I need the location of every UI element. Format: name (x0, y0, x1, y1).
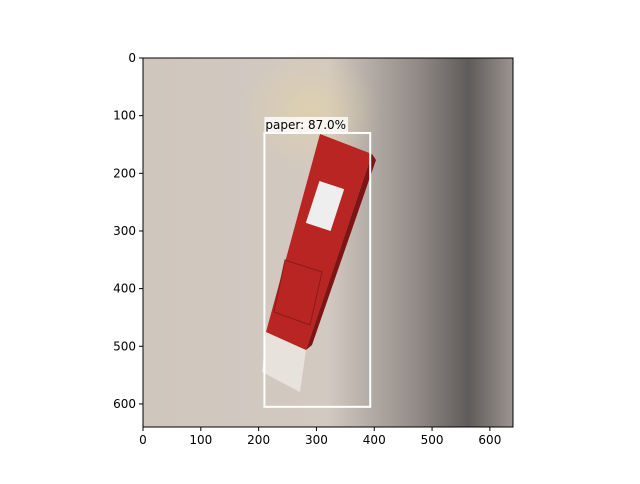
y-tick-label: 100 (113, 109, 136, 123)
x-tick-label: 600 (478, 433, 501, 447)
y-tick-label: 400 (113, 282, 136, 296)
label-background (264, 116, 349, 133)
y-tick-label: 200 (113, 166, 136, 180)
y-tick-label: 500 (113, 339, 136, 353)
x-tick-label: 100 (189, 433, 212, 447)
x-tick-label: 400 (363, 433, 386, 447)
y-tick-label: 300 (113, 224, 136, 238)
y-tick-label: 600 (113, 397, 136, 411)
x-tick-label: 0 (139, 433, 147, 447)
axes-frame (142, 57, 514, 428)
box-label: paper: 87.0% (265, 118, 346, 132)
photo (143, 50, 513, 427)
y-tick-label: 0 (128, 51, 136, 65)
x-tick-label: 200 (247, 433, 270, 447)
x-tick-label: 300 (305, 433, 328, 447)
x-tick-label: 500 (421, 433, 444, 447)
